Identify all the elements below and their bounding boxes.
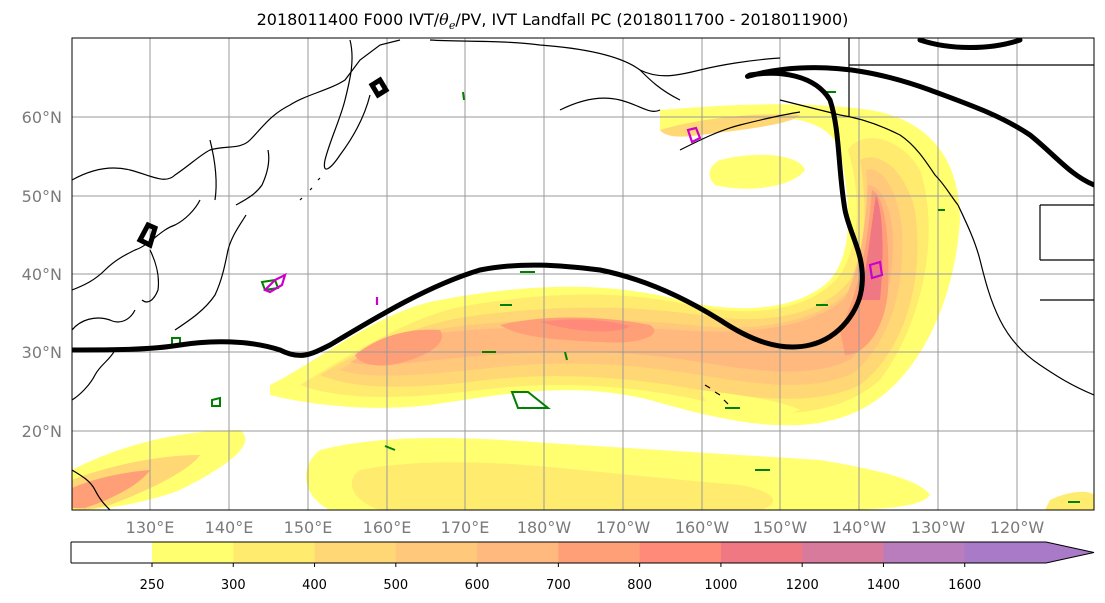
lat-label-60: 60°N [22,108,62,127]
colorbar-label-600: 600 [465,578,490,593]
colorbar-segment-250 [152,542,234,563]
lon-label-180w: 180°W [517,518,572,537]
colorbar-label-400: 400 [302,578,327,593]
colorbar-segment-1000 [720,542,803,563]
lon-label-170w: 170°W [596,518,651,537]
colorbar-segment-1600 [964,542,1047,563]
colorbar-label-1600: 1600 [948,578,981,593]
map-title: 2018011400 F000 IVT/θe/PV, IVT Landfall … [256,10,849,33]
colorbar-segment-500 [395,542,478,563]
colorbar-segment-700 [558,542,641,563]
lon-label-130w: 130°W [911,518,966,537]
colorbar-segment-600 [477,542,559,563]
longitude-labels: 130°E 140°E 150°E 160°E 170°E 180°W 170°… [126,518,1045,537]
lon-label-160w: 160°W [675,518,730,537]
colorbar-label-250: 250 [140,578,165,593]
colorbar-segment-800 [639,542,722,563]
theta-e-contours [263,126,884,305]
lat-label-30: 30°N [22,343,62,362]
colorbar-label-300: 300 [221,578,246,593]
lon-label-170e: 170°E [441,518,490,537]
lon-label-120w: 120°W [990,518,1045,537]
colorbar-extend-arrow [1045,541,1095,564]
colorbar-label-800: 800 [627,578,652,593]
lon-label-140w: 140°W [832,518,887,537]
colorbar-label-1400: 1400 [867,578,900,593]
colorbar-label-700: 700 [546,578,571,593]
colorbar-segment-300 [233,542,316,563]
latitude-labels: 60°N 50°N 40°N 30°N 20°N [22,108,62,441]
lat-label-20: 20°N [22,422,62,441]
lat-label-40: 40°N [22,265,62,284]
lon-label-150w: 150°W [753,518,808,537]
colorbar-segment-1400 [883,542,966,563]
colorbar-segment-below [71,542,152,563]
lon-label-160e: 160°E [363,518,412,537]
pv-contours [171,91,1080,503]
colorbar-segment-400 [314,542,397,563]
coastlines [72,38,1094,510]
colorbar-label-1000: 1000 [704,578,737,593]
map-frame [71,37,1095,511]
lon-label-140e: 140°E [205,518,254,537]
colorbar: 250 300 400 500 600 700 800 1000 1200 1400 1600 [70,541,1095,593]
lat-label-50: 50°N [22,187,62,206]
lon-label-150e: 150°E [284,518,333,537]
colorbar-label-1200: 1200 [786,578,819,593]
colorbar-label-500: 500 [383,578,408,593]
lon-label-130e: 130°E [126,518,175,537]
colorbar-segment-1200 [802,542,884,563]
landfall-pc-contour [72,38,1094,358]
